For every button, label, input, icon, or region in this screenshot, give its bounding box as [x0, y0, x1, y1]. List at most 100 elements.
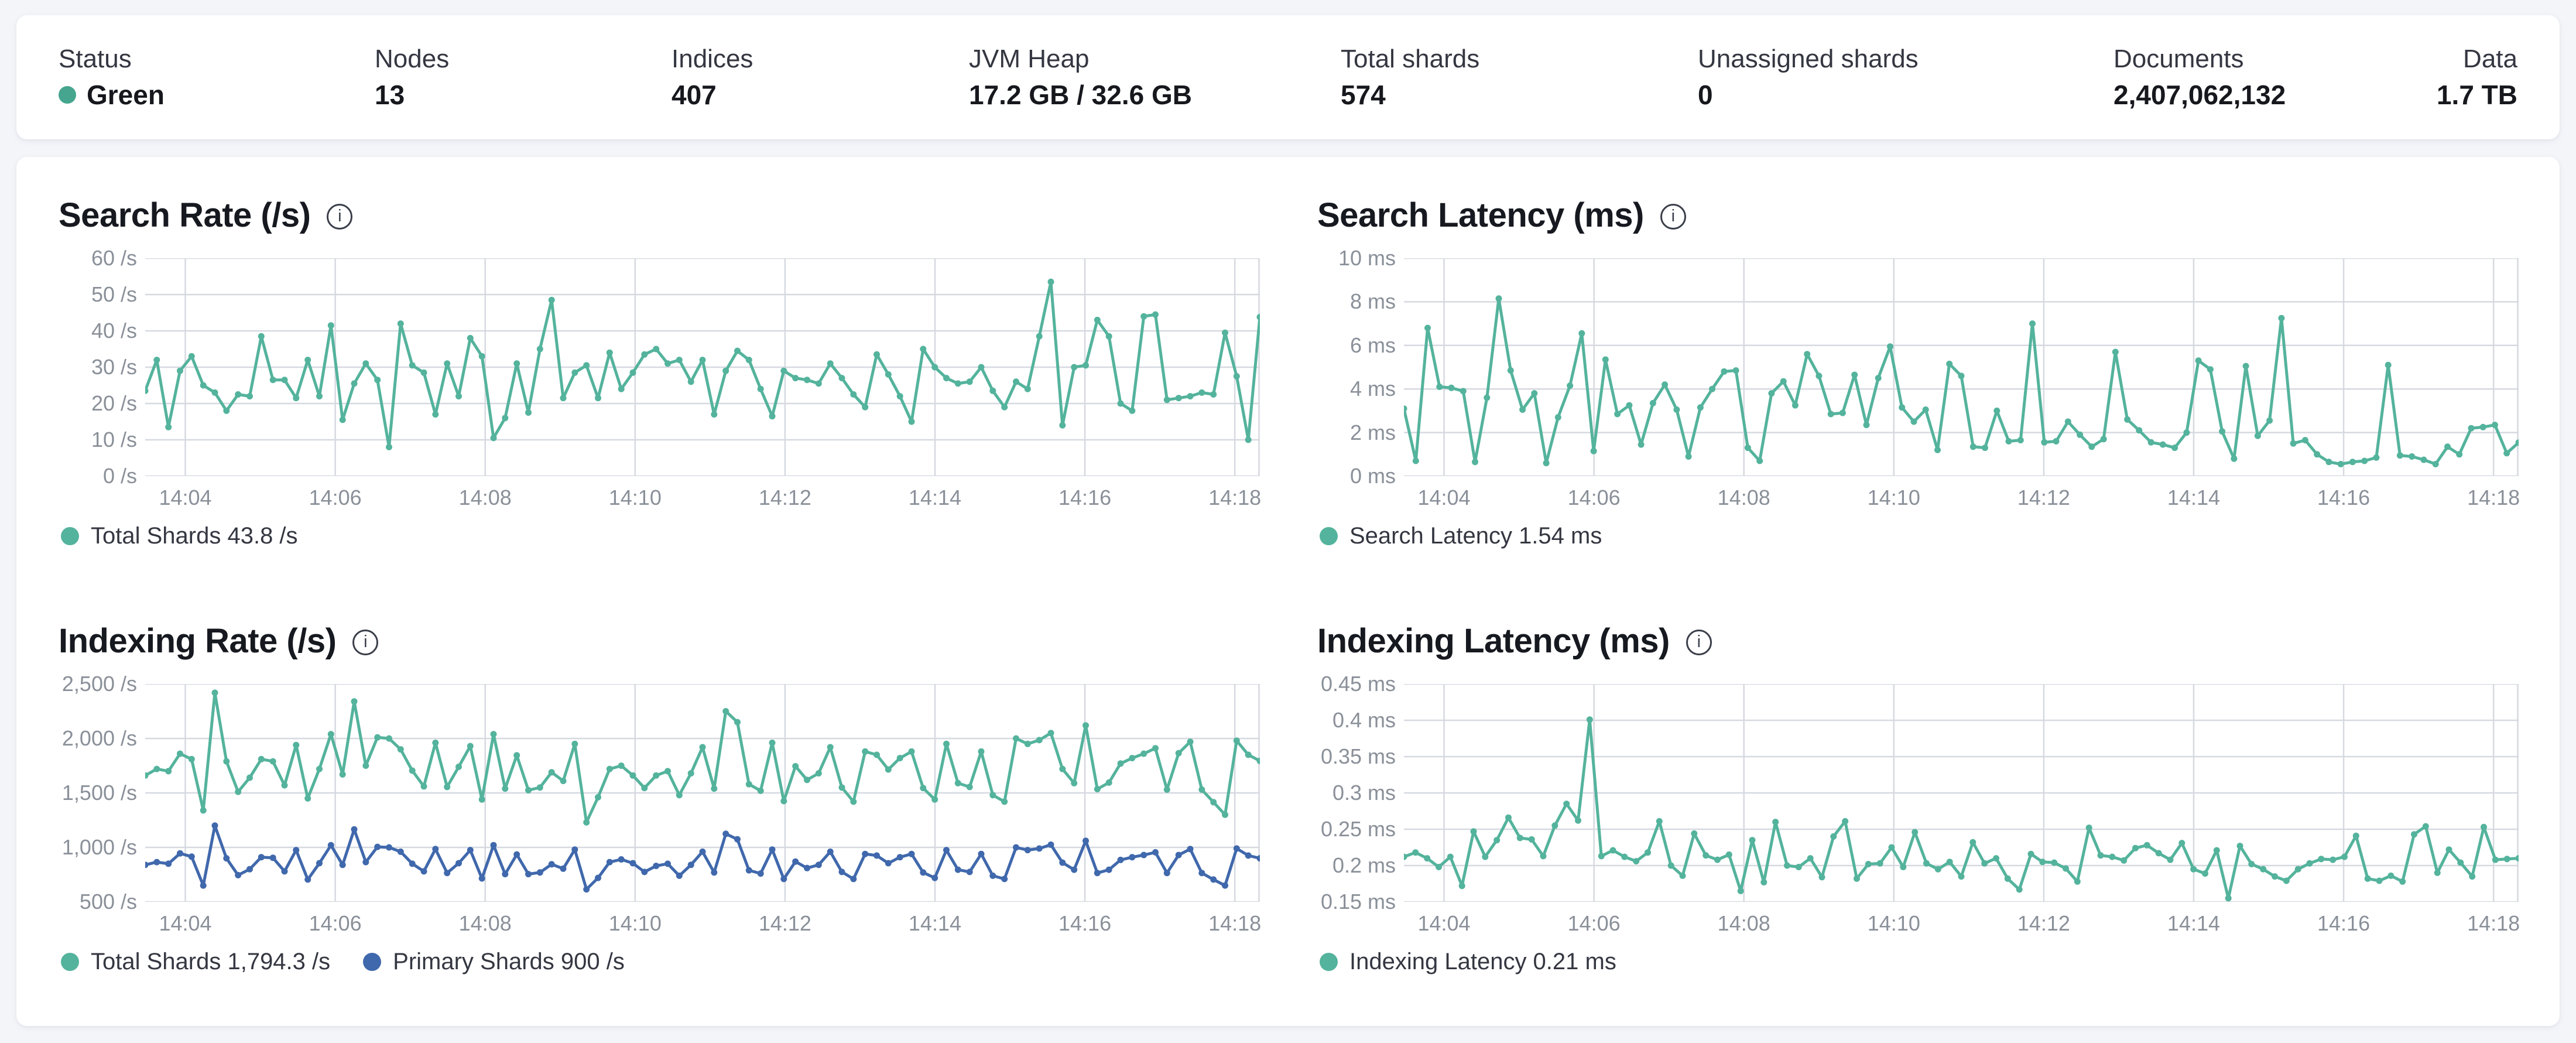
y-tick-label: 0.25 ms [1320, 817, 1396, 841]
chart-plot-area[interactable] [1404, 684, 2519, 902]
x-tick-label: 14:06 [309, 485, 362, 509]
metric-value: 13 [375, 80, 405, 110]
legend-series-dot-icon [61, 952, 79, 971]
legend-item[interactable]: Primary Shards 900 /s [363, 949, 625, 975]
y-tick-label: 4 ms [1349, 377, 1396, 401]
legend-series-dot-icon [1320, 952, 1338, 971]
legend-label: Indexing Latency 0.21 ms [1349, 948, 1616, 974]
metric-value: Green [87, 80, 165, 110]
y-tick-label: 500 /s [79, 890, 137, 914]
metric-value: 574 [1341, 80, 1386, 110]
y-tick-label: 1,500 /s [61, 781, 137, 805]
x-tick-label: 14:18 [1208, 485, 1262, 509]
y-tick-label: 2,000 /s [61, 726, 137, 750]
metric-nodes: Nodes 13 [375, 45, 672, 110]
info-icon[interactable]: i [327, 203, 353, 230]
chart-legend: Search Latency 1.54 ms [1320, 521, 2519, 551]
y-tick-label: 20 /s [91, 391, 137, 415]
x-tick-label: 14:04 [159, 485, 212, 509]
x-tick-label: 14:14 [908, 911, 962, 935]
metric-label: Data [2463, 45, 2517, 73]
x-tick-label: 14:12 [2017, 485, 2070, 509]
chart-legend: Indexing Latency 0.21 ms [1320, 946, 2519, 977]
y-axis-labels: 2,500 /s 2,000 /s 1,500 /s 1,000 /s 500 /s [57, 672, 145, 914]
legend-label: Total Shards 1,794.3 /s [91, 948, 331, 974]
x-tick-label: 14:10 [608, 911, 662, 935]
x-tick-label: 14:08 [458, 911, 512, 935]
x-tick-label: 14:04 [159, 911, 212, 935]
metric-label: Status [59, 45, 132, 73]
charts-grid: Search Rate (/s) i 60 /s 50 /s 40 /s 30 /s 2… [57, 190, 2520, 977]
legend-item[interactable]: Indexing Latency 0.21 ms [1320, 949, 1616, 975]
metric-label: Indices [672, 45, 753, 73]
metric-data-size: Data 1.7 TB [2436, 45, 2517, 110]
x-tick-label: 14:10 [1867, 911, 1920, 935]
x-tick-label: 14:04 [1417, 911, 1471, 935]
metric-unassigned-shards: Unassigned shards 0 [1698, 46, 2113, 109]
y-tick-label: 0.45 ms [1320, 672, 1396, 696]
x-tick-label: 14:06 [1567, 911, 1621, 935]
x-tick-label: 14:08 [1717, 485, 1770, 509]
chart-title: Search Rate (/s) [59, 196, 311, 234]
chart-title: Indexing Rate (/s) [59, 622, 337, 660]
x-tick-label: 14:18 [2467, 485, 2520, 509]
x-tick-label: 14:12 [758, 485, 811, 509]
y-axis-labels: 0.45 ms 0.4 ms 0.35 ms 0.3 ms 0.25 ms 0.2 ms 0… [1316, 672, 1404, 914]
x-tick-label: 14:06 [309, 911, 362, 935]
x-tick-label: 14:14 [2167, 911, 2221, 935]
legend-item[interactable]: Total Shards 1,794.3 /s [61, 949, 330, 975]
y-tick-label: 8 ms [1349, 289, 1396, 314]
metric-indices: Indices 407 [672, 45, 969, 109]
chart-plot-area[interactable] [145, 258, 1260, 476]
y-tick-label: 2,500 /s [61, 672, 137, 696]
cluster-overview-bar: Status Green Nodes 13 Indices 407 JVM He… [16, 15, 2560, 139]
y-tick-label: 30 /s [91, 355, 137, 379]
y-tick-label: 10 ms [1338, 246, 1396, 270]
x-tick-label: 14:18 [1208, 911, 1262, 935]
chart-plot-area[interactable] [145, 684, 1260, 902]
info-icon[interactable]: i [1686, 629, 1712, 655]
x-tick-label: 14:08 [458, 485, 512, 509]
y-tick-label: 2 ms [1349, 420, 1396, 444]
legend-label: Primary Shards 900 /s [393, 948, 625, 974]
metric-label: Total shards [1341, 45, 1480, 73]
info-icon[interactable]: i [1660, 203, 1686, 230]
legend-series-dot-icon [363, 952, 382, 971]
legend-item[interactable]: Total Shards 43.8 /s [61, 523, 298, 549]
x-tick-label: 14:16 [1059, 485, 1112, 509]
legend-series-dot-icon [1320, 526, 1338, 545]
legend-label: Total Shards 43.8 /s [91, 522, 298, 549]
y-tick-label: 6 ms [1349, 333, 1396, 357]
y-tick-label: 0.2 ms [1332, 853, 1396, 877]
y-tick-label: 0.3 ms [1332, 781, 1396, 805]
x-tick-label: 14:10 [608, 485, 662, 509]
x-axis-labels: 14:04 14:06 14:08 14:10 14:12 14:14 14:16 14:18 [1404, 476, 2520, 509]
chart-indexing-rate: Indexing Rate (/s) i 2,500 /s 2,000 /s 1,5… [57, 615, 1262, 977]
x-tick-label: 14:18 [2467, 911, 2520, 935]
chart-legend: Total Shards 1,794.3 /s Primary Shards 90… [61, 946, 1260, 977]
chart-legend: Total Shards 43.8 /s [61, 521, 1260, 551]
x-tick-label: 14:16 [2317, 911, 2371, 935]
x-axis-labels: 14:04 14:06 14:08 14:10 14:12 14:14 14:16 14:18 [1404, 902, 2520, 935]
chart-title: Indexing Latency (ms) [1317, 622, 1670, 660]
x-tick-label: 14:14 [2167, 485, 2221, 509]
metric-value: 17.2 GB / 32.6 GB [969, 80, 1192, 110]
metric-label: Nodes [375, 45, 450, 73]
chart-search-rate: Search Rate (/s) i 60 /s 50 /s 40 /s 30 /s 2… [57, 190, 1262, 551]
metric-value: 1.7 TB [2436, 80, 2517, 110]
x-tick-label: 14:14 [908, 485, 962, 509]
info-icon[interactable]: i [352, 629, 379, 655]
metric-label: JVM Heap [969, 45, 1090, 73]
chart-plot-area[interactable] [1404, 258, 2519, 476]
x-axis-labels: 14:04 14:06 14:08 14:10 14:12 14:14 14:16 14:18 [145, 476, 1262, 509]
y-tick-label: 10 /s [91, 428, 137, 452]
y-tick-label: 0.35 ms [1320, 744, 1396, 768]
legend-label: Search Latency 1.54 ms [1349, 522, 1602, 549]
y-tick-label: 60 /s [91, 246, 137, 270]
x-tick-label: 14:08 [1717, 911, 1770, 935]
metric-label: Documents [2113, 45, 2244, 73]
metric-value: 2,407,062,132 [2113, 80, 2286, 110]
x-tick-label: 14:04 [1417, 485, 1471, 509]
legend-item[interactable]: Search Latency 1.54 ms [1320, 523, 1602, 549]
x-tick-label: 14:12 [758, 911, 811, 935]
